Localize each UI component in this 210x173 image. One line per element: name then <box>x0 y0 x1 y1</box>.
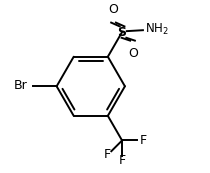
Text: NH$_2$: NH$_2$ <box>145 22 169 37</box>
Text: F: F <box>104 148 111 161</box>
Text: Br: Br <box>13 79 27 92</box>
Text: O: O <box>129 47 138 60</box>
Text: S: S <box>118 26 127 39</box>
Text: F: F <box>139 134 147 147</box>
Text: O: O <box>109 3 118 16</box>
Text: F: F <box>118 154 126 167</box>
